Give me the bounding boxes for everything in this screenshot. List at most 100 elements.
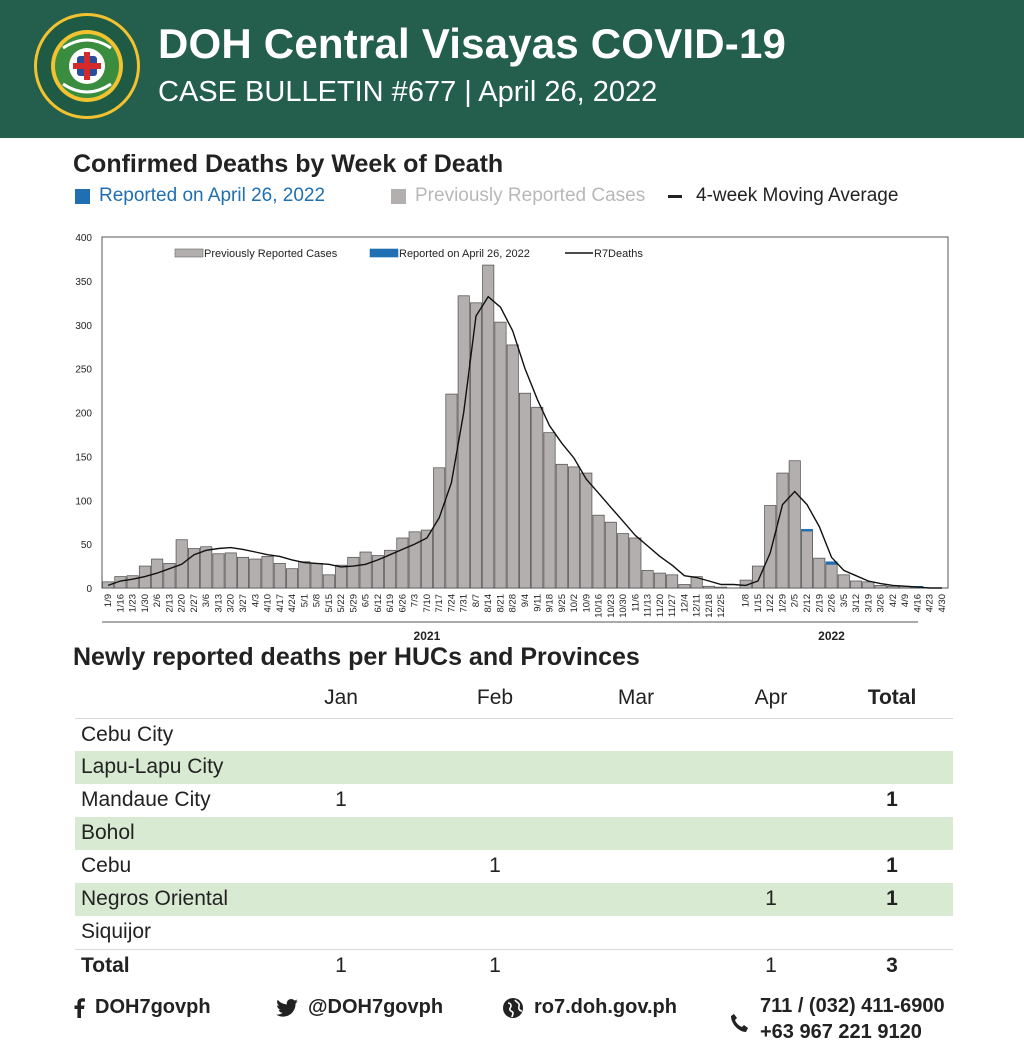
bar-previous — [641, 570, 654, 589]
x-tick-label: 9/4 — [520, 594, 531, 607]
phone-icon — [730, 1013, 750, 1033]
x-tick-label: 4/23 — [925, 594, 936, 613]
x-tick-label: 1/30 — [140, 594, 151, 613]
bar-previous — [482, 264, 495, 589]
bar-previous — [862, 581, 875, 589]
bar-previous — [788, 460, 801, 589]
x-tick-label: 7/10 — [422, 594, 433, 613]
footer-phone[interactable]: 711 / (032) 411-6900 +63 967 221 9120 — [730, 995, 945, 1045]
footer-twitter[interactable]: @DOH7govph — [276, 996, 443, 1019]
col-total: Total — [867, 686, 917, 709]
x-tick-label: 7/31 — [459, 594, 470, 613]
bar-previous — [580, 472, 593, 589]
year-label: 2021 — [414, 629, 441, 643]
y-tick-label: 100 — [75, 496, 92, 507]
inner-legend-previous-label: Previously Reported Cases — [204, 248, 338, 260]
bar-previous — [604, 521, 617, 589]
y-tick-label: 300 — [75, 321, 92, 332]
x-tick-label: 3/20 — [226, 594, 237, 613]
bar-previous — [420, 529, 433, 589]
x-tick-label: 6/5 — [361, 594, 372, 607]
table-header-row: Jan Feb Mar Apr Total — [75, 680, 953, 718]
footer-facebook[interactable]: DOH7govph — [73, 996, 211, 1019]
inner-legend-line-label: R7Deaths — [594, 248, 643, 260]
bar-previous — [837, 574, 850, 589]
x-tick-label: 2/19 — [814, 594, 825, 613]
y-tick-label: 50 — [81, 540, 93, 551]
x-tick-label: 4/2 — [888, 594, 899, 607]
x-tick-label: 5/1 — [299, 594, 310, 607]
table-total-row: Total 1 1 1 3 — [75, 949, 953, 982]
table-row: Bohol — [75, 817, 953, 850]
x-tick-label: 6/19 — [385, 594, 396, 613]
bar-previous — [310, 563, 323, 589]
doh-seal-logo — [34, 13, 140, 119]
x-tick-label: 4/10 — [263, 594, 274, 613]
inner-legend-reported-swatch — [369, 248, 399, 258]
bar-previous — [445, 393, 458, 589]
facebook-handle: DOH7govph — [95, 996, 211, 1018]
row-label: Lapu-Lapu City — [81, 755, 224, 778]
x-tick-label: 3/26 — [876, 594, 887, 613]
x-tick-label: 1/9 — [103, 594, 114, 607]
bar-previous — [886, 585, 899, 589]
x-tick-label: 10/16 — [594, 594, 605, 618]
cell-total: 1 — [886, 887, 898, 910]
legend-average: 4-week Moving Average — [668, 185, 898, 207]
footer-website[interactable]: ro7.doh.gov.ph — [502, 996, 677, 1019]
bar-previous — [249, 558, 262, 589]
x-tick-label: 1/15 — [753, 594, 764, 613]
x-tick-label: 3/13 — [214, 594, 225, 613]
x-tick-label: 4/3 — [250, 594, 261, 607]
x-tick-label: 9/25 — [557, 594, 568, 613]
bar-previous — [212, 553, 225, 589]
bar-previous — [469, 302, 482, 589]
row-label: Negros Oriental — [81, 887, 229, 910]
legend-reported-label: Reported on April 26, 2022 — [99, 185, 326, 206]
bar-previous — [457, 295, 470, 589]
total-feb: 1 — [489, 954, 501, 977]
twitter-icon — [276, 998, 298, 1017]
page-title: DOH Central Visayas COVID-19 — [158, 20, 787, 67]
row-label: Cebu City — [81, 723, 174, 746]
chart-title: Confirmed Deaths by Week of Death — [73, 150, 504, 178]
x-tick-label: 5/8 — [312, 594, 323, 607]
col-jan: Jan — [324, 686, 358, 709]
x-tick-label: 1/29 — [778, 594, 789, 613]
y-tick-label: 350 — [75, 277, 92, 288]
y-tick-label: 400 — [75, 233, 92, 244]
bar-previous — [163, 563, 176, 589]
bar-previous — [543, 432, 556, 589]
x-tick-label: 7/3 — [410, 594, 421, 607]
total-apr: 1 — [765, 954, 777, 977]
total-label: Total — [81, 954, 130, 977]
bar-previous — [433, 467, 446, 589]
x-tick-label: 6/12 — [373, 594, 384, 613]
bar-previous — [690, 576, 703, 589]
bar-previous — [519, 392, 531, 589]
x-tick-label: 4/9 — [900, 594, 911, 607]
bar-previous — [506, 344, 519, 589]
legend-previous-label: Previously Reported Cases — [415, 185, 646, 206]
facebook-icon — [73, 997, 85, 1018]
y-tick-label: 250 — [75, 365, 92, 376]
x-tick-label: 3/6 — [201, 594, 212, 607]
x-tick-label: 7/24 — [446, 594, 457, 613]
x-tick-label: 12/11 — [692, 594, 703, 617]
bar-previous — [335, 564, 348, 589]
cell-total: 1 — [886, 854, 898, 877]
x-tick-label: 10/30 — [618, 594, 629, 618]
x-tick-label: 1/16 — [115, 594, 126, 613]
x-tick-label: 2/12 — [802, 594, 813, 613]
bar-previous — [298, 561, 311, 589]
bar-previous — [825, 563, 838, 589]
bar-previous — [187, 548, 200, 589]
x-tick-label: 3/12 — [851, 594, 862, 613]
table-row: Lapu-Lapu City — [75, 751, 953, 784]
bar-previous — [126, 575, 139, 589]
reported-swatch — [75, 188, 90, 204]
table-title: Newly reported deaths per HUCs and Provi… — [73, 643, 640, 671]
total-jan: 1 — [335, 954, 347, 977]
deaths-table: Jan Feb Mar Apr Total Cebu City Lapu-Lap… — [75, 680, 953, 982]
x-tick-label: 4/24 — [287, 594, 298, 613]
